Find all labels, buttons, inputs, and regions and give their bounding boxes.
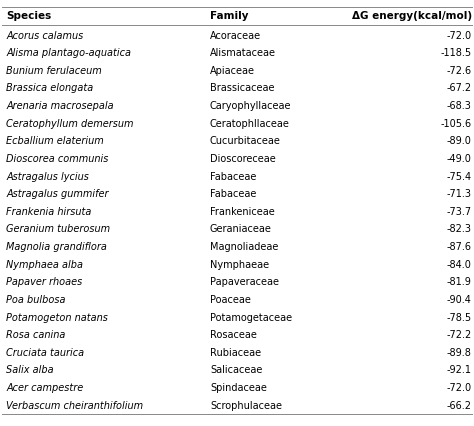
Text: Poa bulbosa: Poa bulbosa <box>6 294 66 304</box>
Text: Papaveraceae: Papaveraceae <box>210 276 279 287</box>
Text: -67.2: -67.2 <box>447 83 472 93</box>
Text: Acer campestre: Acer campestre <box>6 382 83 392</box>
Text: Arenaria macrosepala: Arenaria macrosepala <box>6 101 114 111</box>
Text: Nymphaeae: Nymphaeae <box>210 259 269 269</box>
Text: Frankeniceae: Frankeniceae <box>210 206 275 216</box>
Text: -72.0: -72.0 <box>447 31 472 40</box>
Text: -105.6: -105.6 <box>440 118 472 128</box>
Text: Salix alba: Salix alba <box>6 365 54 374</box>
Text: Ecballium elaterium: Ecballium elaterium <box>6 136 104 146</box>
Text: Dioscoreceae: Dioscoreceae <box>210 153 276 164</box>
Text: Ceratophllaceae: Ceratophllaceae <box>210 118 290 128</box>
Text: Potamogetaceae: Potamogetaceae <box>210 312 292 322</box>
Text: Geraniaceae: Geraniaceae <box>210 224 272 234</box>
Text: Ceratophyllum demersum: Ceratophyllum demersum <box>6 118 134 128</box>
Text: Scrophulaceae: Scrophulaceae <box>210 400 282 410</box>
Text: -66.2: -66.2 <box>447 400 472 410</box>
Text: Nymphaea alba: Nymphaea alba <box>6 259 83 269</box>
Text: -68.3: -68.3 <box>447 101 472 111</box>
Text: Salicaceae: Salicaceae <box>210 365 262 374</box>
Text: Acoraceae: Acoraceae <box>210 31 261 40</box>
Text: Rubiaceae: Rubiaceae <box>210 347 261 357</box>
Text: Family: Family <box>210 12 248 21</box>
Text: Verbascum cheiranthifolium: Verbascum cheiranthifolium <box>6 400 143 410</box>
Text: -72.2: -72.2 <box>447 329 472 340</box>
Text: Rosaceae: Rosaceae <box>210 329 257 340</box>
Text: Brassica elongata: Brassica elongata <box>6 83 93 93</box>
Text: Alisma plantago-aquatica: Alisma plantago-aquatica <box>6 48 131 58</box>
Text: -71.3: -71.3 <box>447 189 472 199</box>
Text: Frankenia hirsuta: Frankenia hirsuta <box>6 206 91 216</box>
Text: -87.6: -87.6 <box>447 242 472 251</box>
Text: Magnolia grandiflora: Magnolia grandiflora <box>6 242 107 251</box>
Text: -72.6: -72.6 <box>447 66 472 75</box>
Text: -73.7: -73.7 <box>447 206 472 216</box>
Text: -72.0: -72.0 <box>447 382 472 392</box>
Text: Geranium tuberosum: Geranium tuberosum <box>6 224 110 234</box>
Text: Cruciata taurica: Cruciata taurica <box>6 347 84 357</box>
Text: Astragalus gummifer: Astragalus gummifer <box>6 189 109 199</box>
Text: Potamogeton natans: Potamogeton natans <box>6 312 108 322</box>
Text: -84.0: -84.0 <box>447 259 472 269</box>
Text: -75.4: -75.4 <box>447 171 472 181</box>
Text: Species: Species <box>6 12 51 21</box>
Text: Apiaceae: Apiaceae <box>210 66 255 75</box>
Text: Cucurbitaceae: Cucurbitaceae <box>210 136 281 146</box>
Text: Acorus calamus: Acorus calamus <box>6 31 83 40</box>
Text: Dioscorea communis: Dioscorea communis <box>6 153 109 164</box>
Text: Brassicaceae: Brassicaceae <box>210 83 274 93</box>
Text: Spindaceae: Spindaceae <box>210 382 267 392</box>
Text: Papaver rhoaes: Papaver rhoaes <box>6 276 82 287</box>
Text: -49.0: -49.0 <box>447 153 472 164</box>
Text: Caryophyllaceae: Caryophyllaceae <box>210 101 292 111</box>
Text: -118.5: -118.5 <box>440 48 472 58</box>
Text: -82.3: -82.3 <box>447 224 472 234</box>
Text: -90.4: -90.4 <box>447 294 472 304</box>
Text: Bunium ferulaceum: Bunium ferulaceum <box>6 66 102 75</box>
Text: -78.5: -78.5 <box>447 312 472 322</box>
Text: -81.9: -81.9 <box>447 276 472 287</box>
Text: -89.0: -89.0 <box>447 136 472 146</box>
Text: Alismataceae: Alismataceae <box>210 48 276 58</box>
Text: Astragalus lycius: Astragalus lycius <box>6 171 89 181</box>
Text: Poaceae: Poaceae <box>210 294 251 304</box>
Text: Fabaceae: Fabaceae <box>210 171 256 181</box>
Text: ΔG energy(kcal/mol): ΔG energy(kcal/mol) <box>352 12 472 21</box>
Text: -89.8: -89.8 <box>447 347 472 357</box>
Text: Magnoliadeae: Magnoliadeae <box>210 242 278 251</box>
Text: Fabaceae: Fabaceae <box>210 189 256 199</box>
Text: -92.1: -92.1 <box>447 365 472 374</box>
Text: Rosa canina: Rosa canina <box>6 329 65 340</box>
